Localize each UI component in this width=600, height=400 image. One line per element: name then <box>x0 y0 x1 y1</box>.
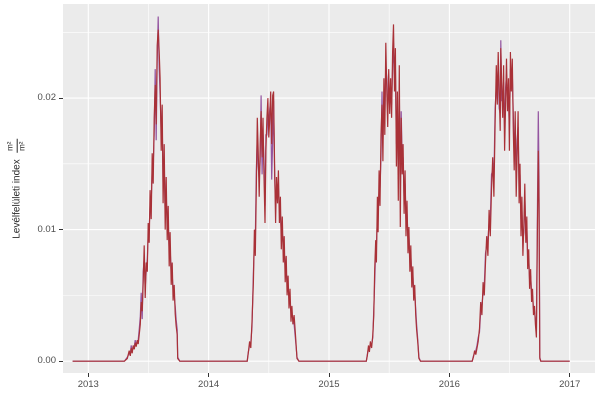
x-tick-label: 2016 <box>438 379 460 390</box>
plot-panel <box>63 4 595 373</box>
x-tick-label: 2013 <box>77 379 99 390</box>
y-axis-title: Levélfelületi index m² m² <box>0 4 34 373</box>
y-tick-mark <box>59 360 63 362</box>
y-tick-label: 0.02 <box>37 92 57 104</box>
y-axis-unit-numerator: m² <box>5 141 15 151</box>
x-tick-label: 2014 <box>198 379 220 390</box>
y-tick-mark <box>59 229 63 231</box>
x-tick-mark <box>328 373 330 377</box>
series-line-purple <box>72 16 570 362</box>
y-tick-label: 0.00 <box>37 355 57 367</box>
x-tick-label: 2015 <box>318 379 340 390</box>
x-tick-mark <box>87 373 89 377</box>
x-tick-mark <box>569 373 571 377</box>
y-tick-mark <box>59 97 63 99</box>
series-line-red <box>72 24 570 362</box>
x-tick-label: 2017 <box>559 379 581 390</box>
y-axis-unit-denominator: m² <box>17 141 27 151</box>
plot-area-svg <box>63 4 595 373</box>
y-tick-label: 0.01 <box>37 223 57 235</box>
x-tick-mark <box>448 373 450 377</box>
y-axis-unit-fraction: m² m² <box>5 138 28 153</box>
x-tick-mark <box>208 373 210 377</box>
